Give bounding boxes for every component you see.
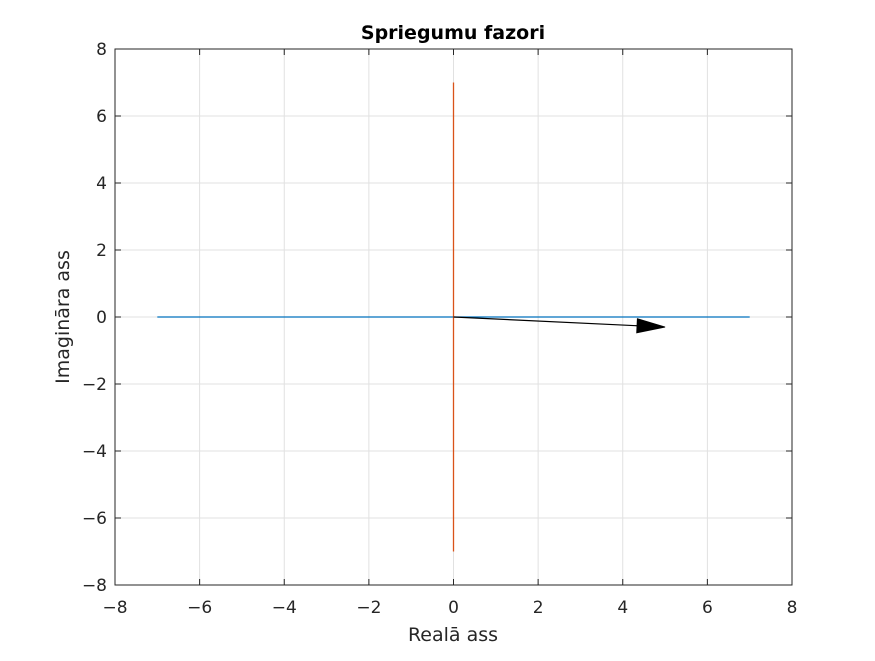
y-tick-label: 6 bbox=[96, 107, 107, 127]
y-tick-label: −6 bbox=[82, 509, 107, 529]
ticks bbox=[114, 48, 793, 586]
x-tick-labels: −8 −6 −4 −2 0 2 4 6 8 bbox=[102, 598, 797, 618]
x-tick-label: 0 bbox=[448, 598, 459, 618]
x-tick-label: −2 bbox=[356, 598, 381, 618]
phasor-arrow-shaft bbox=[453, 316, 638, 327]
x-tick-label: 8 bbox=[787, 598, 798, 618]
x-axis-label: Realā ass bbox=[408, 624, 498, 646]
chart-title: Spriegumu fazori bbox=[361, 22, 545, 44]
x-tick-label: 6 bbox=[702, 598, 713, 618]
y-tick-label: 8 bbox=[96, 40, 107, 60]
x-tick-label: −6 bbox=[187, 598, 212, 618]
x-tick-label: 4 bbox=[617, 598, 628, 618]
y-tick-label: −2 bbox=[82, 375, 107, 395]
y-tick-label: −4 bbox=[82, 442, 107, 462]
y-axis-label: Imagināra ass bbox=[52, 250, 74, 384]
y-tick-label: 4 bbox=[96, 174, 107, 194]
y-tick-label: 0 bbox=[96, 308, 107, 328]
x-tick-label: −8 bbox=[102, 598, 127, 618]
y-tick-labels: −8 −6 −4 −2 0 2 4 6 8 bbox=[82, 40, 107, 596]
arrow-group bbox=[453, 316, 666, 334]
x-tick-label: −4 bbox=[272, 598, 297, 618]
phasor-arrow-head bbox=[636, 318, 666, 334]
y-tick-label: 2 bbox=[96, 241, 107, 261]
x-tick-label: 2 bbox=[533, 598, 544, 618]
y-tick-label: −8 bbox=[82, 576, 107, 596]
